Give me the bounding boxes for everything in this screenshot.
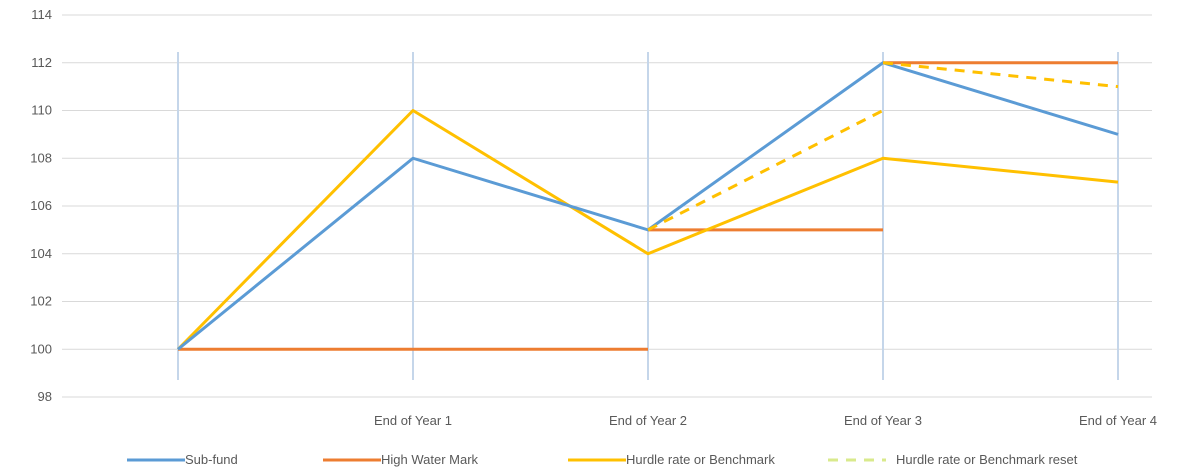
series-line-hurdle — [176, 109, 1119, 351]
y-tick-label: 102 — [30, 294, 52, 309]
series-lines — [176, 61, 1119, 351]
y-tick-label: 106 — [30, 198, 52, 213]
y-tick-label: 98 — [38, 389, 52, 404]
y-tick-label: 104 — [30, 246, 52, 261]
legend-label-hwm: High Water Mark — [381, 452, 479, 467]
series-line-hurdle-reset — [882, 61, 1119, 89]
legend-label-hurdle-reset: Hurdle rate or Benchmark reset — [896, 452, 1078, 467]
y-tick-label: 108 — [30, 150, 52, 165]
legend: Sub-fund High Water Mark Hurdle rate or Be… — [127, 452, 1078, 467]
y-tick-label: 114 — [31, 7, 52, 22]
x-axis-ticks: End of Year 1 End of Year 2 End of Year 3 E… — [374, 413, 1157, 428]
series-line-hurdle-reset — [647, 109, 884, 232]
y-tick-label: 100 — [30, 341, 52, 356]
x-tick-label: End of Year 3 — [844, 413, 922, 428]
x-tick-label: End of Year 2 — [609, 413, 687, 428]
y-tick-label: 112 — [31, 55, 52, 70]
category-lines — [177, 52, 1119, 380]
legend-label-hurdle: Hurdle rate or Benchmark — [626, 452, 775, 467]
y-tick-label: 110 — [31, 103, 52, 118]
x-tick-label: End of Year 1 — [374, 413, 452, 428]
legend-label-subfund: Sub-fund — [185, 452, 238, 467]
gridlines — [62, 14, 1152, 398]
y-axis-ticks: 98 100 102 104 106 108 110 112 114 — [30, 7, 52, 404]
x-tick-label: End of Year 4 — [1079, 413, 1157, 428]
